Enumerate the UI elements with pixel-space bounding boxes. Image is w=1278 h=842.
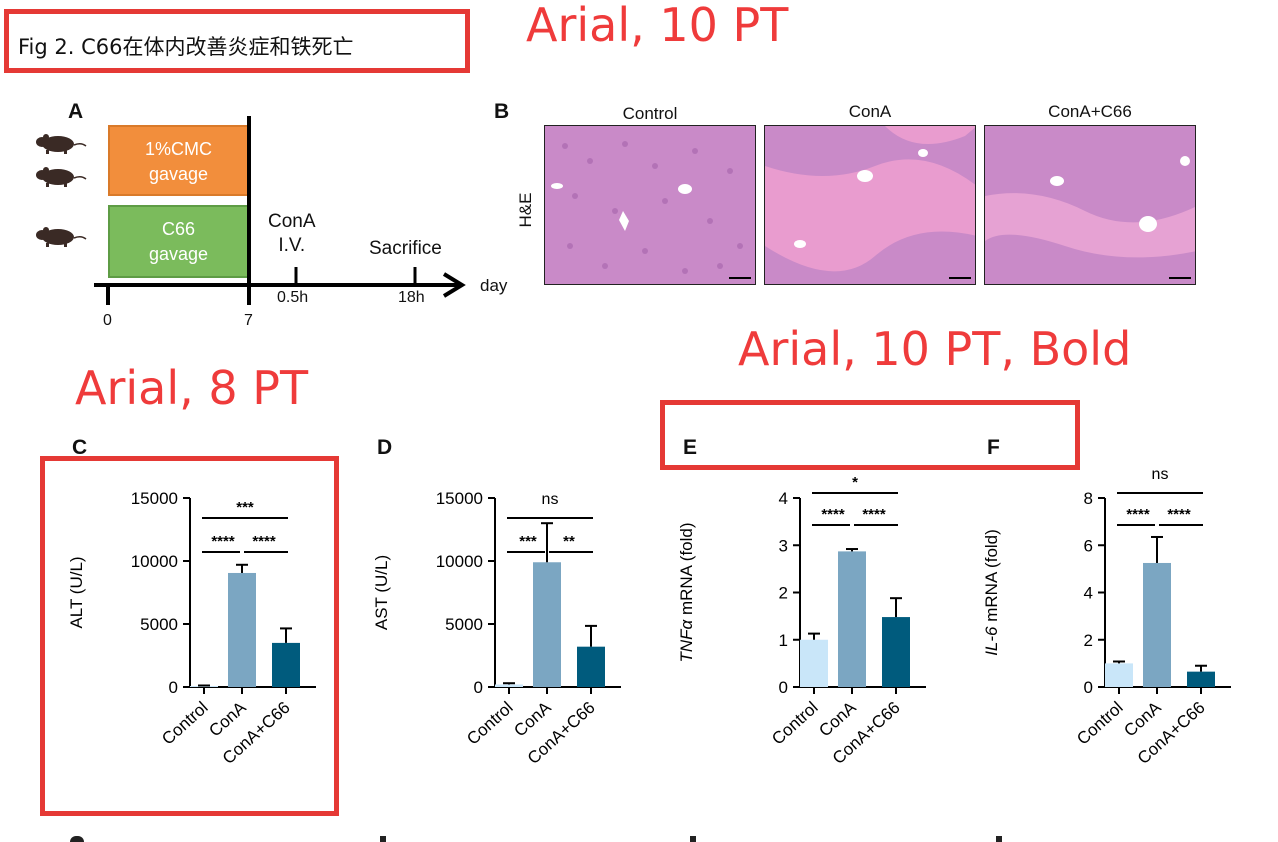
bar bbox=[228, 572, 256, 687]
significance-label: * bbox=[852, 474, 858, 491]
bar bbox=[800, 639, 828, 687]
c66-box-line2: gavage bbox=[148, 244, 209, 264]
panel-letter-b: B bbox=[494, 100, 510, 123]
y-tick-label: 5000 bbox=[140, 615, 178, 634]
y-axis-label-gene: IL-6 bbox=[982, 626, 1001, 656]
y-tick-label: 1 bbox=[779, 631, 788, 650]
cmc-gavage-box: 1%CMC gavage bbox=[108, 125, 249, 196]
annotation-font-small: Arial, 8 PT bbox=[75, 361, 309, 415]
cona-iv-label: ConA I.V. bbox=[268, 210, 316, 258]
y-tick-label: 0 bbox=[169, 678, 178, 697]
bar bbox=[577, 646, 605, 687]
he-col-control: Control bbox=[622, 104, 678, 123]
y-tick-label: 10000 bbox=[131, 552, 178, 571]
mouse-icon bbox=[36, 227, 87, 247]
y-tick-label: 8 bbox=[1084, 489, 1093, 508]
timeline-axis bbox=[94, 116, 466, 305]
panel-letter-c: C bbox=[72, 436, 88, 459]
y-tick-label: 2 bbox=[1084, 631, 1093, 650]
y-axis-label-unit: mRNA (fold) bbox=[982, 529, 1001, 626]
he-image-cona bbox=[764, 125, 976, 285]
panel-letter-a: A bbox=[68, 100, 84, 123]
significance-label: **** bbox=[1126, 506, 1150, 523]
significance-label: *** bbox=[236, 499, 254, 516]
annotation-font-top: Arial, 10 PT bbox=[526, 0, 789, 52]
bar bbox=[882, 617, 910, 687]
c66-box-line1: C66 bbox=[161, 219, 196, 239]
y-axis-label: IL-6 mRNA (fold) bbox=[982, 529, 1001, 656]
iv-label: I.V. bbox=[278, 235, 306, 256]
significance-label: **** bbox=[821, 506, 845, 523]
y-tick-label: 4 bbox=[779, 489, 788, 508]
y-tick-label: 15000 bbox=[436, 489, 483, 508]
bar bbox=[495, 684, 523, 687]
next-row-fragment bbox=[0, 836, 1278, 842]
bar bbox=[1105, 663, 1133, 687]
y-axis-label: TNFα mRNA (fold) bbox=[677, 522, 696, 662]
significance-label: **** bbox=[252, 533, 276, 550]
significance-label: *** bbox=[519, 533, 537, 550]
bar bbox=[1187, 671, 1215, 687]
y-tick-label: 4 bbox=[1084, 584, 1093, 603]
chart-c-highlight-box bbox=[40, 456, 339, 816]
y-tick-label: 0 bbox=[1084, 678, 1093, 697]
panel-letter-e: E bbox=[683, 436, 698, 459]
he-col-cona: ConA bbox=[848, 102, 892, 121]
y-axis-label-gene: TNFα bbox=[677, 618, 696, 662]
panel-letter-f: F bbox=[987, 436, 1000, 459]
figure-title: Fig 2. C66在体内改善炎症和铁死亡 bbox=[18, 35, 354, 59]
significance-label: ns bbox=[542, 491, 559, 508]
bar bbox=[1143, 562, 1171, 687]
y-tick-label: 15000 bbox=[131, 489, 178, 508]
mouse-icon bbox=[36, 134, 87, 154]
x-tick-label: Control bbox=[158, 698, 211, 749]
y-axis-label-unit: mRNA (fold) bbox=[677, 522, 696, 619]
sacrifice-label: Sacrifice bbox=[369, 238, 442, 259]
y-tick-label: 5000 bbox=[445, 615, 483, 634]
he-image-control bbox=[544, 125, 756, 285]
day-axis-label: day bbox=[480, 276, 508, 295]
he-row-label: H&E bbox=[516, 192, 535, 228]
he-image-cona-c66 bbox=[984, 125, 1196, 285]
he-col-cona-c66: ConA+C66 bbox=[1048, 102, 1132, 121]
significance-label: ns bbox=[1152, 466, 1169, 483]
cmc-box-line1: 1%CMC bbox=[144, 139, 212, 159]
mouse-icon bbox=[36, 167, 87, 187]
y-tick-label: 3 bbox=[779, 536, 788, 555]
x-tick-label: Control bbox=[463, 698, 516, 749]
annotation-font-bold: Arial, 10 PT, Bold bbox=[738, 322, 1132, 376]
tick-label-0: 0 bbox=[103, 312, 112, 329]
y-tick-label: 0 bbox=[779, 678, 788, 697]
bar bbox=[838, 551, 866, 687]
cmc-box-line2: gavage bbox=[148, 164, 209, 184]
significance-label: **** bbox=[1167, 506, 1191, 523]
significance-label: **** bbox=[211, 533, 235, 550]
y-tick-label: 2 bbox=[779, 584, 788, 603]
significance-label: ** bbox=[563, 533, 575, 550]
cona-label: ConA bbox=[268, 211, 316, 232]
y-tick-label: 0 bbox=[474, 678, 483, 697]
title-highlight-box bbox=[4, 9, 470, 73]
panel-letter-d: D bbox=[377, 436, 393, 459]
bar bbox=[272, 642, 300, 687]
c66-gavage-box: C66 gavage bbox=[108, 205, 249, 278]
bar bbox=[533, 562, 561, 687]
y-axis-label: ALT (U/L) bbox=[67, 556, 86, 628]
y-tick-label: 10000 bbox=[436, 552, 483, 571]
significance-label: **** bbox=[862, 506, 886, 523]
x-tick-label: Control bbox=[768, 698, 821, 749]
y-tick-label: 6 bbox=[1084, 536, 1093, 555]
bar bbox=[190, 685, 218, 687]
x-tick-label: Control bbox=[1073, 698, 1126, 749]
panel-letters-highlight-box bbox=[660, 400, 1080, 470]
tick-label-18h: 18h bbox=[398, 289, 425, 306]
y-axis-label: AST (U/L) bbox=[372, 555, 391, 630]
tick-label-05h: 0.5h bbox=[277, 289, 309, 306]
tick-label-7: 7 bbox=[244, 312, 253, 329]
